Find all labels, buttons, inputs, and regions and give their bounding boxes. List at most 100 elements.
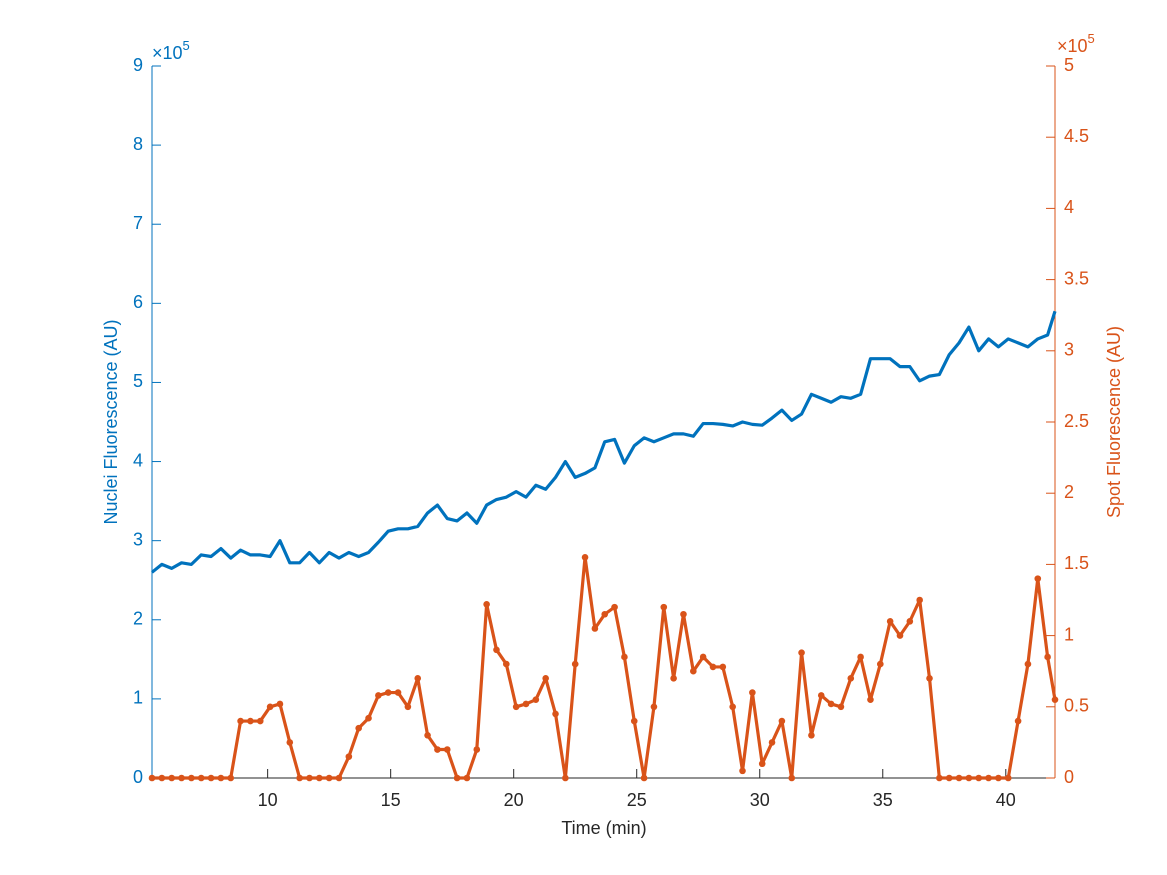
y-tick-label: 6 bbox=[133, 292, 143, 312]
x-tick-label: 30 bbox=[750, 790, 770, 810]
exponent-base: ×10 bbox=[1057, 36, 1088, 56]
y-tick-label: 7 bbox=[133, 213, 143, 233]
series-marker bbox=[168, 774, 175, 782]
series-marker bbox=[493, 646, 500, 654]
series-marker bbox=[847, 675, 855, 682]
series-marker bbox=[739, 767, 746, 775]
series-marker bbox=[709, 663, 717, 671]
series-marker bbox=[857, 653, 864, 661]
series-marker bbox=[1034, 575, 1042, 582]
series-marker bbox=[453, 774, 461, 782]
y2-axis-label: Spot Fluorescence (AU) bbox=[1104, 326, 1124, 518]
y2-tick-label: 0.5 bbox=[1064, 696, 1089, 716]
series-marker bbox=[670, 675, 677, 682]
series-marker bbox=[512, 703, 520, 711]
y-tick-label: 9 bbox=[133, 55, 143, 75]
series-marker bbox=[306, 774, 313, 782]
series-marker bbox=[247, 717, 254, 725]
series-marker bbox=[690, 667, 697, 675]
series-marker bbox=[916, 596, 923, 604]
x-axis-label: Time (min) bbox=[561, 818, 646, 838]
series-marker bbox=[1024, 660, 1032, 668]
series-marker bbox=[719, 663, 727, 671]
series-marker bbox=[207, 774, 215, 782]
series-marker bbox=[965, 774, 973, 782]
series-marker bbox=[276, 700, 284, 708]
series-marker bbox=[877, 660, 884, 668]
x-tick-label: 25 bbox=[627, 790, 647, 810]
y-tick-label: 2 bbox=[133, 609, 143, 629]
y-tick-label: 8 bbox=[133, 134, 143, 154]
series-marker bbox=[591, 625, 599, 632]
series-marker bbox=[571, 660, 579, 668]
series-marker bbox=[375, 692, 382, 699]
series-marker bbox=[355, 724, 362, 732]
y2-tick-label: 1 bbox=[1064, 624, 1074, 644]
x-tick-label: 35 bbox=[873, 790, 893, 810]
series-marker bbox=[148, 774, 156, 782]
series-marker bbox=[936, 774, 943, 782]
series-line bbox=[152, 555, 1057, 780]
series-marker bbox=[945, 774, 953, 782]
y2-tick-label: 3.5 bbox=[1064, 268, 1089, 288]
series-marker bbox=[778, 717, 786, 725]
series-marker bbox=[394, 689, 402, 696]
series-marker bbox=[798, 649, 805, 656]
series-marker bbox=[650, 703, 658, 711]
series-marker bbox=[542, 675, 549, 682]
series-marker bbox=[335, 774, 343, 782]
series-marker bbox=[699, 653, 707, 661]
series-marker bbox=[788, 774, 796, 782]
series-marker bbox=[975, 774, 983, 782]
series-marker bbox=[414, 675, 422, 682]
y-tick-label: 1 bbox=[133, 688, 143, 708]
series-marker bbox=[621, 653, 628, 661]
series-marker bbox=[611, 603, 618, 611]
series-marker bbox=[316, 774, 323, 782]
series-marker bbox=[296, 774, 303, 782]
y-exponent: ×105 bbox=[152, 38, 190, 62]
series-marker bbox=[955, 774, 963, 782]
series-marker bbox=[906, 618, 914, 625]
series-marker bbox=[1014, 717, 1022, 725]
series-marker bbox=[522, 700, 530, 708]
series-marker bbox=[680, 610, 687, 618]
series-marker bbox=[1004, 774, 1012, 782]
series-marker bbox=[926, 675, 933, 682]
series-marker bbox=[286, 739, 294, 746]
series-marker bbox=[729, 703, 736, 711]
exponent-power: 5 bbox=[183, 38, 190, 53]
series-marker bbox=[660, 603, 668, 611]
series-marker bbox=[217, 774, 225, 782]
series-marker bbox=[404, 703, 412, 711]
x-tick-label: 40 bbox=[996, 790, 1016, 810]
series-marker bbox=[227, 774, 235, 782]
series-marker bbox=[817, 692, 825, 699]
y2-tick-label: 1.5 bbox=[1064, 553, 1089, 573]
series-marker bbox=[837, 703, 845, 711]
y-axis-label: Nuclei Fluorescence (AU) bbox=[101, 319, 121, 524]
series-marker bbox=[158, 774, 166, 782]
series-marker bbox=[266, 703, 274, 711]
series-marker bbox=[473, 746, 481, 753]
series-marker bbox=[434, 746, 441, 753]
series-marker bbox=[562, 774, 569, 782]
y2-tick-label: 5 bbox=[1064, 55, 1074, 75]
series-marker bbox=[463, 774, 471, 782]
series-marker bbox=[197, 774, 205, 782]
y2-tick-label: 3 bbox=[1064, 340, 1074, 360]
series-marker bbox=[483, 600, 490, 608]
series-marker bbox=[424, 731, 431, 739]
series-marker bbox=[365, 714, 372, 722]
series-marker bbox=[188, 774, 195, 782]
y2-tick-label: 2.5 bbox=[1064, 411, 1089, 431]
y2-tick-label: 4.5 bbox=[1064, 126, 1089, 146]
series-marker bbox=[1051, 696, 1059, 703]
series-marker bbox=[1044, 653, 1051, 661]
series-marker bbox=[630, 717, 638, 725]
series-marker bbox=[886, 618, 894, 625]
series-marker bbox=[552, 710, 559, 718]
series-marker bbox=[443, 746, 451, 753]
y-tick-label: 0 bbox=[133, 767, 143, 787]
